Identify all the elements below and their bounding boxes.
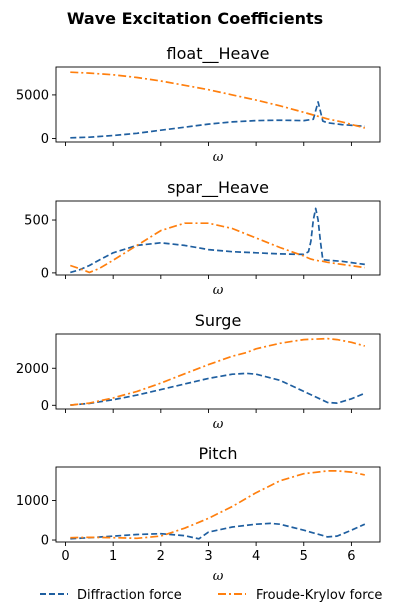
series-line-froude-krylov [70, 337, 366, 406]
y-tick-label: 0 [41, 266, 49, 281]
x-tick-label: 3 [204, 549, 212, 564]
y-tick-label: 5000 [16, 88, 49, 103]
y-tick-label: 0 [41, 132, 49, 147]
plot-frame [55, 66, 381, 143]
subplot-title: float__Heave [167, 44, 270, 64]
x-tick-label: 4 [252, 549, 260, 564]
subplots: float__Heave05000ωspar__Heave0500ωSurge0… [16, 44, 381, 584]
x-axis-label: ω [213, 150, 224, 165]
subplot-1: float__Heave 0 5000 ω [16, 44, 381, 165]
series-line-diffraction [70, 101, 365, 139]
subplot-title: spar__Heave [167, 178, 269, 198]
x-tick-label: 1 [109, 549, 117, 564]
subplot-4: Pitch 0 1000 0 1 2 3 4 5 6 ω [16, 444, 381, 584]
x-tick-label: 2 [157, 549, 165, 564]
series-group [70, 470, 366, 540]
series-group [70, 337, 366, 406]
legend: Diffraction force Froude-Krylov force [40, 588, 382, 603]
y-tick-label: 0 [41, 399, 49, 414]
series-line-froude-krylov [70, 470, 365, 540]
legend-label-diffraction: Diffraction force [77, 588, 182, 603]
subplot-title: Pitch [199, 444, 238, 463]
subplot-title: Surge [195, 311, 242, 330]
x-tick-label: 5 [300, 549, 308, 564]
y-tick-label: 2000 [16, 362, 49, 377]
series-group [70, 71, 366, 139]
y-tick-label: 1000 [16, 494, 49, 509]
subplot-2: spar__Heave 0 500 ω [24, 178, 381, 298]
series-line-froude-krylov [70, 222, 365, 274]
subplot-3: Surge 0 2000 ω [16, 311, 381, 432]
figure-title: Wave Excitation Coefficients [67, 9, 323, 28]
y-tick-label: 500 [24, 214, 49, 229]
series-line-diffraction [70, 207, 365, 274]
plot-frame [55, 200, 381, 276]
y-tick-label: 0 [41, 534, 49, 549]
series-line-diffraction [70, 522, 366, 540]
plot-frame [55, 333, 381, 410]
plot-frame [55, 466, 381, 543]
x-axis-label: ω [213, 283, 224, 298]
series-group [70, 207, 365, 274]
x-axis-label: ω [213, 417, 224, 432]
series-line-froude-krylov [70, 71, 366, 129]
x-tick-label: 6 [347, 549, 355, 564]
x-axis-label: ω [213, 569, 224, 584]
series-line-diffraction [70, 372, 366, 406]
x-tick-label: 0 [61, 549, 69, 564]
legend-label-froude-krylov: Froude-Krylov force [256, 588, 382, 603]
